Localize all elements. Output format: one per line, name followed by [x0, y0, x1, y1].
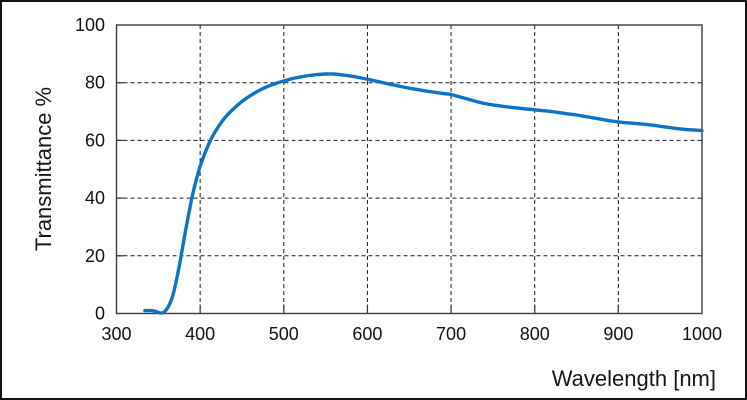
x-tick-label: 400: [185, 324, 215, 344]
x-tick-label: 500: [269, 324, 299, 344]
y-tick-label: 20: [85, 246, 105, 266]
y-tick-label: 40: [85, 188, 105, 208]
y-tick-label: 60: [85, 130, 105, 150]
x-tick-label: 700: [436, 324, 466, 344]
y-axis-title: Transmittance %: [31, 86, 56, 252]
x-tick-label: 800: [520, 324, 550, 344]
plot-frame: [115, 24, 703, 315]
x-tick-label: 300: [101, 324, 131, 344]
transmittance-curve: [143, 72, 704, 315]
x-tick-label: 1000: [682, 324, 722, 344]
y-tick-label: 80: [85, 73, 105, 93]
x-tick-label: 600: [352, 324, 382, 344]
y-tick-label: 0: [95, 304, 105, 324]
x-axis-title: Wavelength [nm]: [551, 366, 716, 391]
x-tick-label: 900: [603, 324, 633, 344]
y-tick-label: 100: [75, 15, 105, 35]
